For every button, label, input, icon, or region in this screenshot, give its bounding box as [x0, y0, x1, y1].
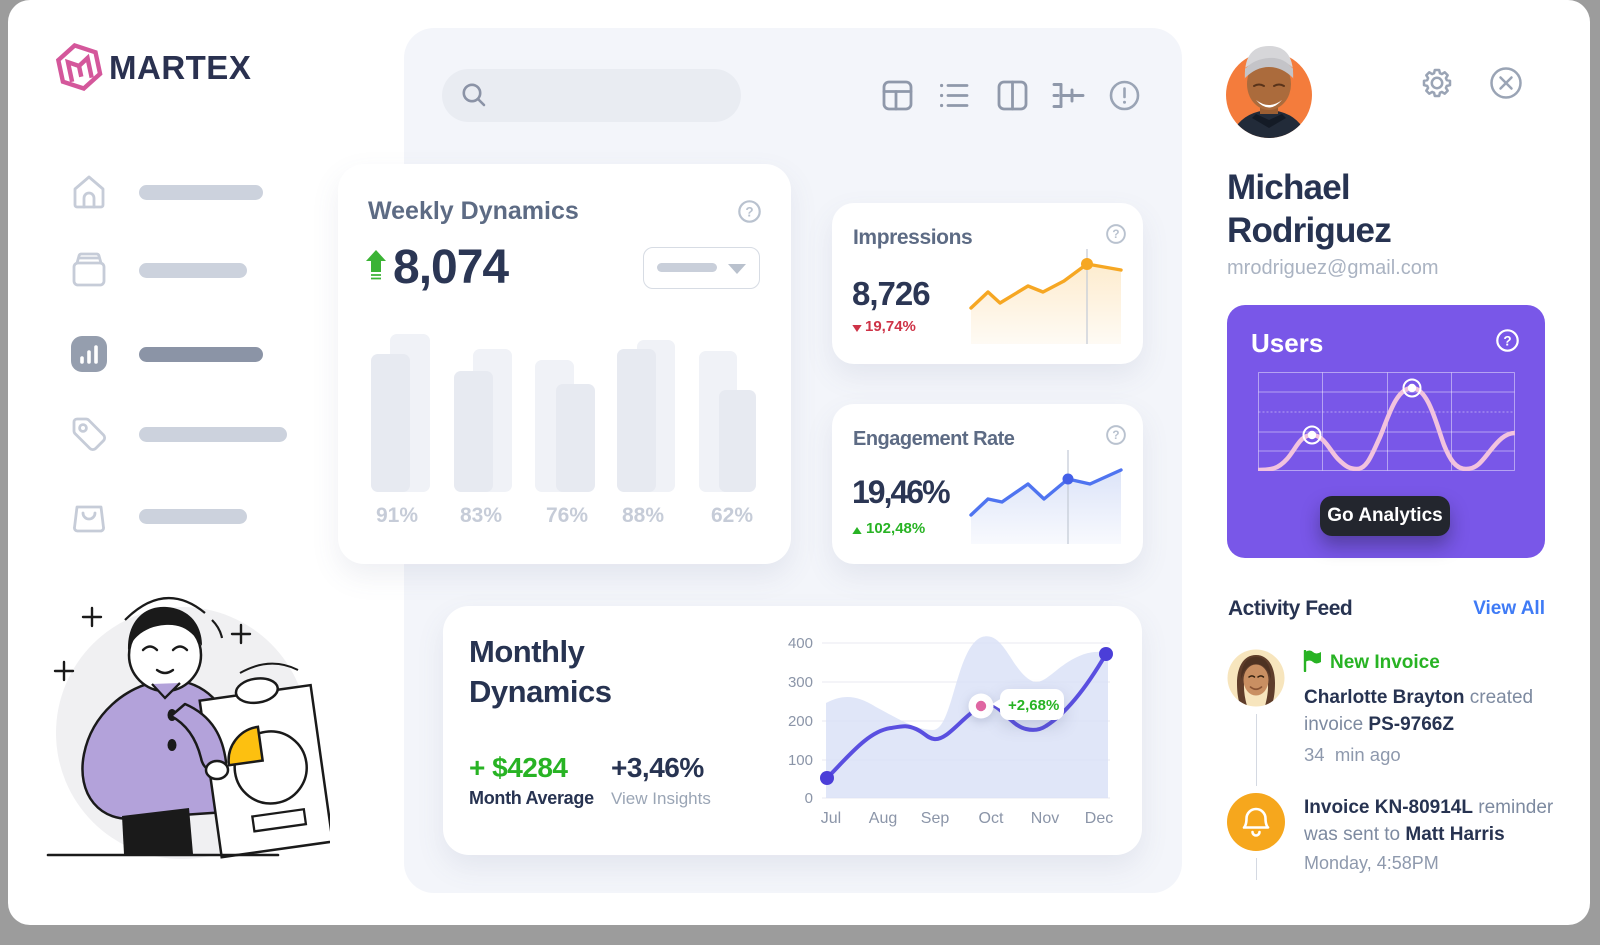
svg-text:Dec: Dec — [1085, 810, 1113, 827]
svg-text:?: ? — [1112, 228, 1119, 241]
svg-text:?: ? — [1503, 333, 1511, 348]
svg-text:0: 0 — [805, 790, 813, 807]
svg-text:200: 200 — [788, 713, 813, 730]
svg-text:300: 300 — [788, 674, 813, 691]
svg-text:?: ? — [1112, 429, 1119, 442]
svg-text:Sep: Sep — [921, 810, 950, 827]
svg-text:Nov: Nov — [1031, 810, 1059, 827]
svg-text:?: ? — [745, 204, 753, 219]
svg-text:Oct: Oct — [979, 810, 1004, 827]
svg-text:Aug: Aug — [869, 810, 897, 827]
svg-text:Jul: Jul — [821, 810, 841, 827]
svg-text:400: 400 — [788, 635, 813, 652]
svg-text:100: 100 — [788, 752, 813, 769]
